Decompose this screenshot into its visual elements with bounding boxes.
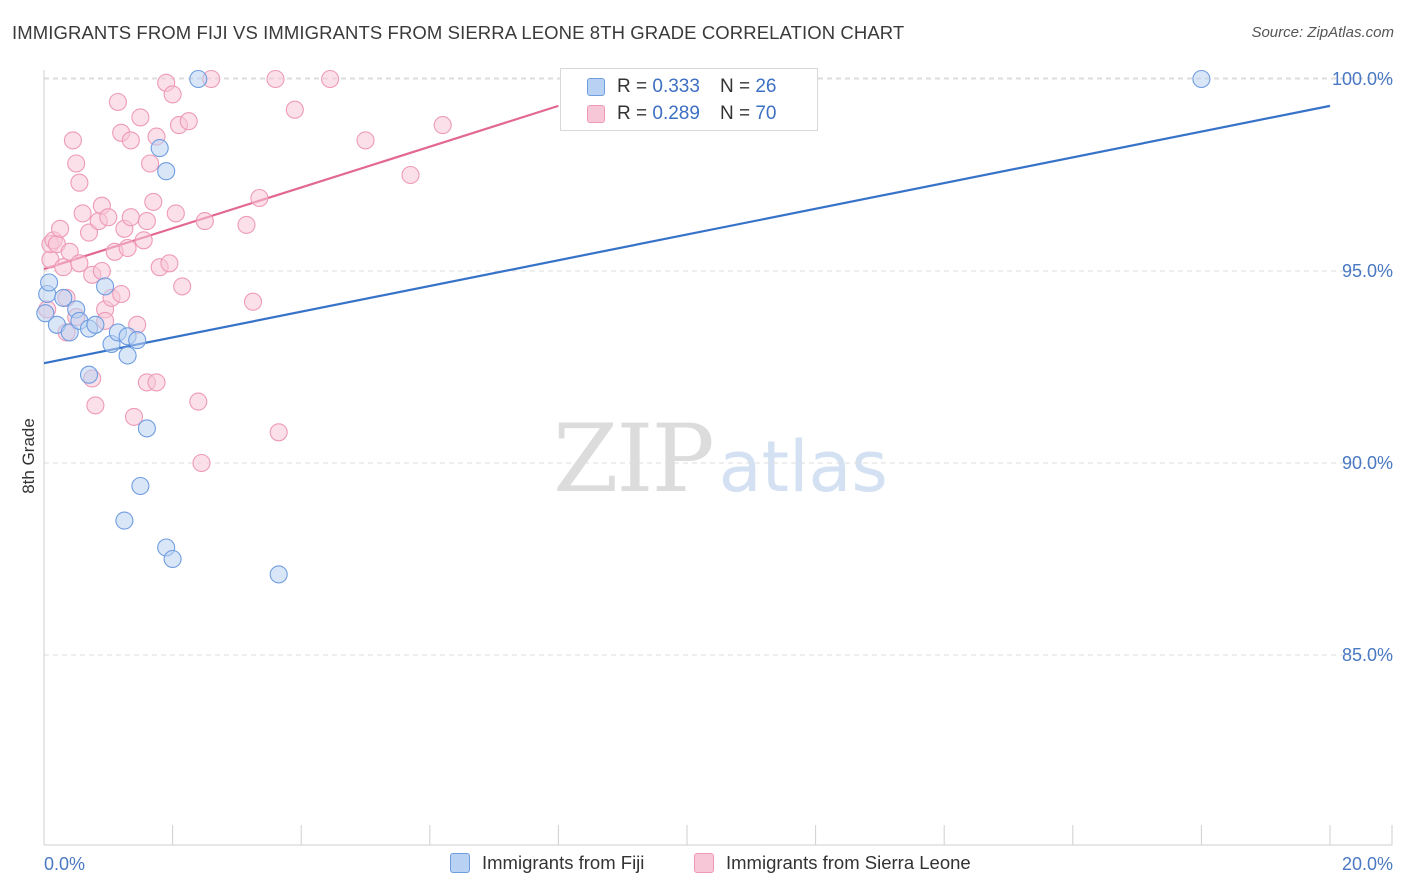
sierra-point <box>250 188 269 208</box>
fiji-point <box>157 162 176 181</box>
trend-lines <box>43 104 1331 365</box>
legend-row-fiji: R = 0.333 N = 26 <box>587 75 776 99</box>
chart-title: IMMIGRANTS FROM FIJI VS IMMIGRANTS FROM … <box>12 22 905 43</box>
sierra-point <box>401 165 420 185</box>
legend-sierra-swatch <box>694 853 714 873</box>
fiji-point <box>115 511 134 530</box>
sierra-point <box>73 204 92 223</box>
sierra-point <box>243 292 263 311</box>
legend-item-fiji[interactable]: Immigrants from Fiji <box>450 852 644 874</box>
sierra-point <box>60 242 79 261</box>
sierra-point <box>189 392 208 411</box>
fiji-point <box>131 476 150 496</box>
sierra-point <box>67 154 86 173</box>
y-tick-label: 100.0% <box>1332 69 1393 89</box>
sierra-point <box>356 131 375 150</box>
sierra-point <box>147 373 166 392</box>
tick-labels: 85.0% 90.0% 95.0% 100.0% 0.0% 20.0% 8th Grade <box>19 69 1393 874</box>
sierra-point <box>92 261 111 281</box>
fiji-n-label: N = <box>719 76 751 97</box>
sierra-point <box>321 69 340 89</box>
fiji-point <box>189 69 208 89</box>
fiji-point <box>54 288 73 307</box>
sierra-point <box>131 108 150 127</box>
grid-lines <box>44 77 1390 656</box>
sierra-n-label: N = <box>719 103 751 124</box>
sierra-r-label: R = <box>617 103 648 124</box>
sierra-point <box>108 92 127 112</box>
fiji-point <box>79 365 99 384</box>
legend-fiji-label: Immigrants from Fiji <box>482 852 645 873</box>
sierra-swatch <box>587 105 605 123</box>
sierra-point <box>141 154 160 173</box>
sierra-r-value: 0.289 <box>652 103 700 124</box>
sierra-point <box>195 212 214 231</box>
legend-sierra-label: Immigrants from Sierra Leone <box>726 852 971 873</box>
watermark-atlas: atlas <box>718 426 888 508</box>
data-points <box>36 69 1211 584</box>
fiji-point <box>128 331 147 350</box>
sierra-point <box>433 116 452 135</box>
fiji-point <box>163 549 182 569</box>
fiji-swatch <box>587 78 605 96</box>
sierra-point <box>70 173 89 192</box>
sierra-point <box>121 208 140 227</box>
sierra-point <box>192 453 211 473</box>
fiji-point <box>40 273 59 292</box>
fiji-point <box>269 565 288 584</box>
fiji-point <box>36 304 55 323</box>
sierra-point <box>99 208 118 227</box>
sierra-point <box>63 131 82 150</box>
sierra-point <box>86 396 105 415</box>
fiji-point <box>118 346 137 365</box>
sierra-point <box>237 215 256 234</box>
sierra-point <box>285 100 304 119</box>
sierra-point <box>51 219 70 238</box>
sierra-point <box>266 69 285 89</box>
fiji-point <box>86 315 105 334</box>
fiji-point <box>96 277 115 296</box>
fiji-point <box>1192 69 1211 89</box>
x-tick-label-max: 20.0% <box>1342 854 1393 874</box>
sierra-point <box>134 231 153 250</box>
y-tick-label: 85.0% <box>1342 645 1393 665</box>
sierra-point <box>121 131 140 150</box>
sierra-point <box>173 277 192 296</box>
sierra-n-value: 70 <box>755 103 777 124</box>
fiji-r-value: 0.333 <box>652 76 700 97</box>
y-axis-label: 8th Grade <box>19 418 38 494</box>
fiji-point <box>137 419 156 438</box>
source-credit: Source: ZipAtlas.com <box>1251 24 1394 41</box>
watermark: ZIPatlas <box>553 405 888 514</box>
sierra-point <box>112 284 131 304</box>
sierra-point <box>179 112 198 131</box>
fiji-trend-line <box>43 104 1331 365</box>
stats-legend: R = 0.333 N = 26 R = 0.289 N = 70 <box>560 68 818 131</box>
sierra-point <box>79 223 99 242</box>
fiji-n-value: 26 <box>755 76 777 97</box>
sierra-point <box>163 85 182 104</box>
watermark-zip: ZIP <box>553 405 715 514</box>
sierra-point <box>124 407 144 426</box>
sierra-point <box>144 192 163 211</box>
sierra-point <box>54 258 73 277</box>
sierra-point <box>137 212 156 231</box>
sierra-point <box>166 204 185 223</box>
legend-row-sierra: R = 0.289 N = 70 <box>587 102 776 126</box>
sierra-point <box>160 254 179 273</box>
sierra-point <box>118 238 137 258</box>
legend-fiji-swatch <box>450 853 470 873</box>
legend-item-sierra[interactable]: Immigrants from Sierra Leone <box>694 852 971 874</box>
fiji-point <box>150 139 169 158</box>
sierra-point <box>70 254 89 273</box>
axes <box>43 70 1393 846</box>
y-tick-label: 90.0% <box>1342 453 1393 473</box>
y-tick-label: 95.0% <box>1342 261 1393 281</box>
fiji-r-label: R = <box>617 76 648 97</box>
series-legend: Immigrants from Fiji Immigrants from Sie… <box>0 852 1406 876</box>
x-tick-label-min: 0.0% <box>44 854 85 874</box>
fiji-point <box>60 323 79 342</box>
sierra-point <box>269 423 288 442</box>
